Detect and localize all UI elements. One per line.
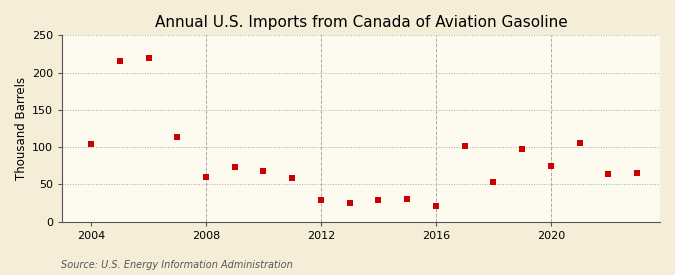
Point: [545, 164, 556, 168]
Title: Annual U.S. Imports from Canada of Aviation Gasoline: Annual U.S. Imports from Canada of Aviat…: [155, 15, 568, 30]
Point: [172, 135, 183, 140]
Point: [200, 175, 211, 179]
Point: [344, 201, 355, 205]
Point: [373, 198, 384, 202]
Point: [516, 147, 527, 151]
Point: [431, 204, 441, 208]
Point: [488, 180, 499, 185]
Point: [143, 56, 154, 60]
Text: Source: U.S. Energy Information Administration: Source: U.S. Energy Information Administ…: [61, 260, 292, 270]
Point: [86, 142, 97, 146]
Point: [603, 172, 614, 176]
Point: [114, 59, 125, 64]
Point: [459, 144, 470, 148]
Point: [258, 169, 269, 173]
Y-axis label: Thousand Barrels: Thousand Barrels: [15, 77, 28, 180]
Point: [287, 175, 298, 180]
Point: [574, 141, 585, 146]
Point: [230, 165, 240, 169]
Point: [315, 198, 326, 202]
Point: [632, 170, 643, 175]
Point: [402, 197, 412, 202]
